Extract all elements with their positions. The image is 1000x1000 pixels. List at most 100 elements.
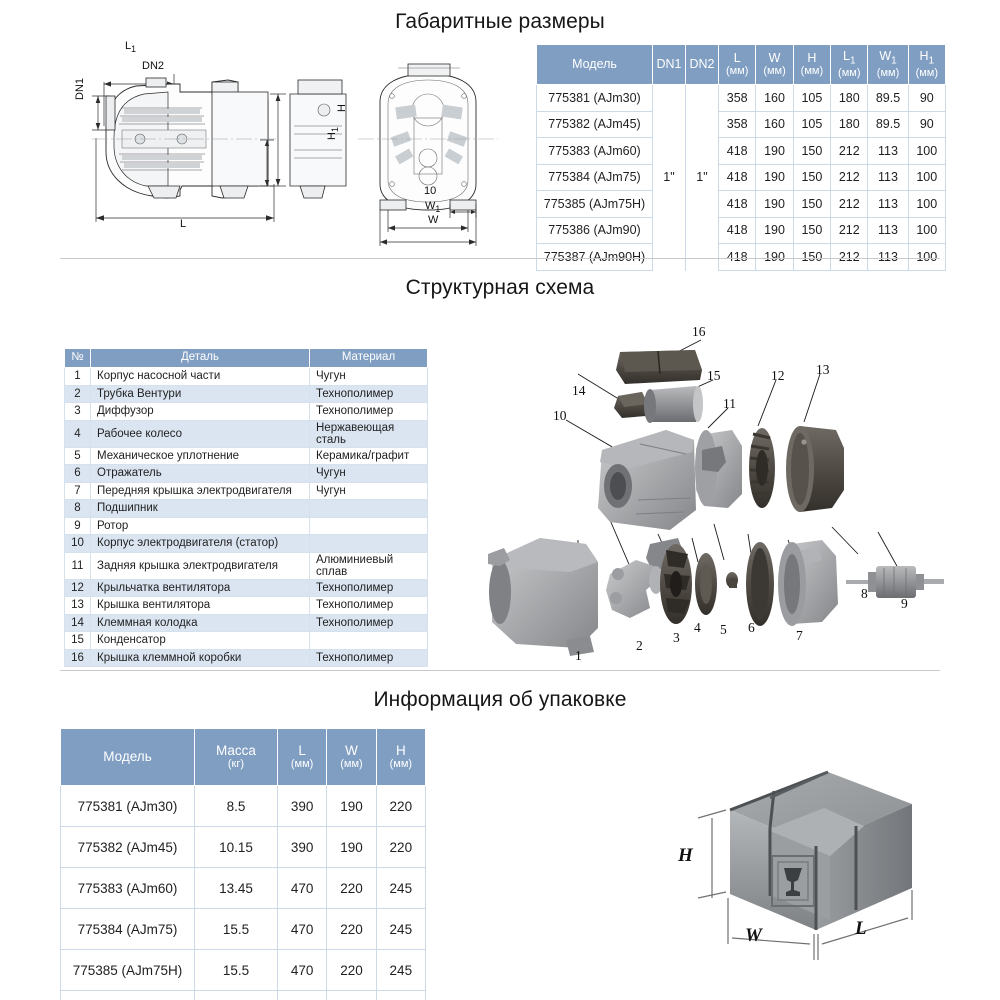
cell-dn2: 1" xyxy=(685,84,719,270)
callout-8: 8 xyxy=(861,586,868,601)
parts-list-table: № Деталь Материал 1 Корпус насосной части… xyxy=(64,348,428,667)
cell-w: 190 xyxy=(755,243,794,271)
drawing-label-dn2: DN2 xyxy=(142,60,165,72)
drawing-label-h1: H1 xyxy=(326,127,341,140)
col-model: Модель xyxy=(536,44,653,85)
table-row: 775387 (AJm90H) 418 190 150 212 113 100 xyxy=(536,243,947,271)
cell-h1: 100 xyxy=(907,216,947,244)
table-row: 775381 (AJm30) 1" 1" 358 160 105 180 89.5 90 xyxy=(536,84,947,270)
col-l: L (мм) xyxy=(717,44,757,85)
drawing-label-l1: L1 xyxy=(125,40,137,55)
cell-mat: Алюминиевый сплав xyxy=(309,551,428,580)
cell-num: 2 xyxy=(64,384,91,403)
cell-mat: Технополимер xyxy=(309,613,428,632)
cell-mass: 13.45 xyxy=(194,867,278,909)
cell-h: 150 xyxy=(792,137,832,165)
table-row: 775383 (AJm60) 418 190 150 212 113 100 xyxy=(536,137,947,165)
callout-12: 12 xyxy=(771,368,785,383)
table-row: 775384 (AJm75) 15.5 470 220 245 xyxy=(60,908,427,950)
callout-10: 10 xyxy=(553,408,567,423)
cell-h1: 90 xyxy=(907,84,947,112)
cell-h: 150 xyxy=(792,190,832,218)
cell-mat xyxy=(309,534,428,553)
cell-l: 358 xyxy=(717,110,757,138)
cell-model: 775383 (AJm60) xyxy=(60,867,195,909)
page-title-dimensions: Габаритные размеры xyxy=(395,10,605,33)
cell-mass: 15.5 xyxy=(194,908,278,950)
col-height: H (мм) xyxy=(375,728,427,786)
table-row: 4 Рабочее колесо Нержавеющая сталь xyxy=(64,419,428,448)
col-number: № xyxy=(64,348,91,368)
table-row: 9 Ротор xyxy=(64,516,428,535)
cell-w: 190 xyxy=(326,826,377,868)
col-width: W (мм) xyxy=(326,728,377,786)
cell-part: Задняя крышка электродвигателя xyxy=(90,551,310,580)
col-length: L (мм) xyxy=(276,728,328,786)
dimensions-table: Модель DN1 DN2 L (мм) W (мм) H (мм) L1 (мм) … xyxy=(536,44,947,271)
col-model: Модель xyxy=(60,728,195,786)
cell-model: 775385 (AJm75H) xyxy=(60,949,195,991)
col-part: Деталь xyxy=(90,348,310,368)
cell-w1: 89.5 xyxy=(867,110,909,138)
cell-num: 12 xyxy=(64,578,91,597)
drawing-label-w1: W1 xyxy=(425,200,441,215)
table-row: 12 Крыльчатка вентилятора Технополимер xyxy=(64,578,428,597)
cell-mat: Технополимер xyxy=(309,384,428,403)
table-row: 1 Корпус насосной части Чугун xyxy=(64,367,428,386)
cell-w: 190 xyxy=(755,216,794,244)
packaging-table: Модель Масса (кг) L (мм) W (мм) H (мм) 77538… xyxy=(60,728,427,1000)
cell-l1: 212 xyxy=(830,137,869,165)
cell-h: 150 xyxy=(792,243,832,271)
cell-part: Подшипник xyxy=(90,499,310,518)
cell-l: 390 xyxy=(276,826,328,868)
cell-model: 775387 (AJm90H) xyxy=(536,243,653,271)
cell-h: 105 xyxy=(792,110,832,138)
cell-mat xyxy=(309,516,428,535)
box-label-w: W xyxy=(745,925,762,946)
cell-h: 245 xyxy=(375,908,427,950)
cell-part: Крышка клеммной коробки xyxy=(90,648,310,667)
callout-16: 16 xyxy=(692,324,706,339)
cell-l: 470 xyxy=(276,949,328,991)
cell-l1: 180 xyxy=(830,110,869,138)
callout-14: 14 xyxy=(572,383,586,398)
table-row: 775383 (AJm60) 13.45 470 220 245 xyxy=(60,867,427,909)
cell-h: 245 xyxy=(375,949,427,991)
cell-model: 775386 (AJm90) xyxy=(536,216,653,244)
cell-h1: 90 xyxy=(907,110,947,138)
cell-num: 13 xyxy=(64,596,91,615)
cell-l: 470 xyxy=(276,990,328,1000)
cell-w1: 113 xyxy=(867,243,909,271)
cell-part: Корпус насосной части xyxy=(90,367,310,386)
cell-part: Трубка Вентури xyxy=(90,384,310,403)
cell-num: 8 xyxy=(64,499,91,518)
cell-mat: Технополимер xyxy=(309,578,428,597)
parts-table-header-row: № Деталь Материал xyxy=(64,348,428,368)
cell-part: Рабочее колесо xyxy=(90,419,310,448)
cell-h: 220 xyxy=(375,826,427,868)
cell-mass: 8.5 xyxy=(194,785,278,827)
cell-part: Клеммная колодка xyxy=(90,613,310,632)
table-row: 775382 (AJm45) 358 160 105 180 89.5 90 xyxy=(536,110,947,138)
table-row: 13 Крышка вентилятора Технополимер xyxy=(64,596,428,615)
cell-model: 775384 (AJm75) xyxy=(60,908,195,950)
cell-mat: Керамика/графит xyxy=(309,446,428,465)
cell-h1: 100 xyxy=(907,137,947,165)
drawing-label-h: H xyxy=(336,104,348,112)
callout-6: 6 xyxy=(748,620,755,635)
drawing-label-dn1: DN1 xyxy=(74,77,86,100)
callout-5: 5 xyxy=(720,622,727,637)
table-row: 6 Отражатель Чугун xyxy=(64,464,428,483)
divider-structure xyxy=(60,258,940,259)
cell-l1: 212 xyxy=(830,163,869,191)
col-w: W (мм) xyxy=(755,44,794,85)
table-row: 15 Конденсатор xyxy=(64,631,428,650)
cell-mat: Технополимер xyxy=(309,402,428,421)
cell-num: 4 xyxy=(64,419,91,448)
callout-9: 9 xyxy=(901,596,908,611)
cell-model: 775382 (AJm45) xyxy=(60,826,195,868)
cell-model: 775386 (AJm90) xyxy=(60,990,195,1000)
table-row: 5 Механическое уплотнение Керамика/графит xyxy=(64,446,428,465)
